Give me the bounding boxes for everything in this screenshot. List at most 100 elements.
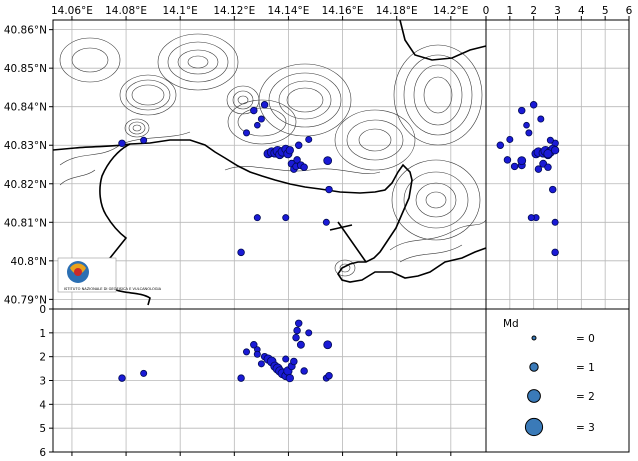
magnitude-legend: Md = 0 = 1 = 2 = 3	[485, 308, 630, 453]
map-event-marker	[242, 129, 250, 137]
depth-latitude-events	[496, 101, 560, 257]
lat-tick-label: 40.83°N	[4, 140, 47, 152]
depth-tick-label: 1	[506, 5, 513, 17]
depth-latitude-tick-labels: 0 1 2 3 4 5 6	[483, 5, 633, 20]
map-event-marker	[140, 136, 148, 144]
depth-latitude-event-marker	[550, 146, 560, 155]
lon-tick-label: 14.14°E	[267, 5, 309, 17]
depth-longitude-grid	[53, 308, 486, 453]
lon-tick-label: 14.2°E	[433, 5, 468, 17]
map-event-marker	[293, 156, 301, 164]
depth-tick-label: 4	[578, 5, 585, 17]
pier	[337, 221, 367, 263]
latitude-tick-labels: 40.86°N 40.85°N 40.84°N 40.83°N 40.82°N 40.81…	[4, 25, 53, 306]
map-event-marker	[118, 139, 126, 148]
depth-longitude-event-marker	[237, 374, 245, 382]
lon-tick-label: 14.12°E	[213, 5, 255, 17]
map-event-marker	[322, 218, 330, 226]
lon-tick-label: 14.06°E	[51, 5, 93, 17]
depth-tick-label: 6	[626, 5, 633, 17]
coastline	[52, 139, 487, 283]
lat-tick-label: 40.86°N	[4, 25, 47, 37]
depth-latitude-event-marker	[537, 115, 545, 123]
depth-tick-label: 1	[39, 328, 46, 340]
logo-caption: ISTITUTO NAZIONALE DI GEOFISICA E VULCAN…	[64, 287, 162, 291]
legend-items: = 0 = 1 = 2 = 3	[524, 333, 595, 437]
map-event-marker	[300, 163, 308, 171]
ingv-logo: ISTITUTO NAZIONALE DI GEOFISICA E VULCAN…	[57, 257, 162, 293]
depth-tick-label: 0	[39, 304, 46, 316]
depth-latitude-event-marker	[534, 165, 543, 173]
depth-tick-label: 3	[554, 5, 561, 17]
depth-latitude-event-marker	[503, 156, 512, 164]
depth-longitude-event-marker	[296, 340, 305, 349]
legend-marker	[527, 389, 541, 403]
depth-longitude-event-marker	[293, 326, 301, 335]
lon-tick-label: 14.16°E	[322, 5, 364, 17]
depth-latitude-event-marker	[546, 136, 554, 144]
legend-label: = 0	[576, 333, 595, 345]
legend-label: = 2	[576, 391, 595, 403]
depth-longitude-event-marker	[292, 333, 300, 342]
map-event-marker	[325, 185, 333, 194]
lon-tick-label: 14.1°E	[163, 5, 198, 17]
map-panel: ISTITUTO NAZIONALE DI GEOFISICA E VULCAN…	[4, 5, 487, 310]
depth-latitude-event-marker	[543, 149, 553, 159]
map-event-marker	[323, 156, 333, 166]
lon-tick-label: 14.18°E	[376, 5, 418, 17]
depth-tick-label: 3	[39, 376, 46, 388]
coastline-west	[90, 143, 151, 306]
map-event-marker	[237, 248, 245, 257]
depth-longitude-event-marker	[282, 355, 290, 363]
depth-latitude-panel: 0 1 2 3 4 5 6	[483, 5, 633, 310]
depth-longitude-event-marker	[242, 348, 250, 356]
longitude-tick-labels: 14.06°E 14.08°E 14.1°E 14.12°E 14.14°E 14.16°…	[51, 5, 468, 20]
legend-marker	[524, 417, 544, 437]
depth-latitude-event-marker	[544, 163, 552, 171]
depth-longitude-event-marker	[323, 340, 333, 350]
depth-latitude-event-marker	[510, 162, 519, 171]
map-event-marker	[250, 106, 258, 115]
map-event-marker	[305, 135, 313, 143]
depth-tick-label: 2	[530, 5, 537, 17]
legend-title: Md	[503, 318, 519, 330]
map-event-marker	[282, 214, 290, 222]
depth-latitude-event-marker	[551, 248, 559, 257]
depth-latitude-event-marker	[523, 121, 530, 129]
depth-tick-label: 0	[483, 5, 490, 17]
depth-latitude-event-marker	[518, 106, 526, 115]
map-event-marker	[295, 141, 303, 149]
map-event-marker	[285, 146, 294, 155]
depth-tick-label: 6	[39, 447, 46, 459]
depth-longitude-event-marker	[305, 329, 313, 337]
depth-latitude-event-marker	[551, 218, 559, 226]
depth-longitude-event-marker	[325, 372, 333, 380]
map-events	[118, 101, 333, 257]
map-event-marker	[257, 115, 265, 123]
depth-tick-label: 2	[39, 352, 46, 364]
depth-latitude-event-marker	[525, 129, 533, 137]
lat-tick-label: 40.81°N	[4, 217, 47, 229]
pier-2	[329, 224, 353, 231]
depth-latitude-event-marker	[527, 214, 535, 222]
depth-tick-label: 4	[39, 399, 46, 411]
lat-tick-label: 40.82°N	[4, 179, 47, 191]
depth-tick-label: 5	[602, 5, 609, 17]
depth-latitude-event-marker	[517, 156, 527, 166]
lon-tick-label: 14.08°E	[105, 5, 147, 17]
depth-longitude-events	[118, 319, 333, 383]
map-background	[53, 20, 486, 309]
legend-frame	[485, 308, 630, 453]
depth-longitude-event-marker	[253, 350, 261, 358]
depth-longitude-event-marker	[290, 357, 298, 366]
relief-contours	[59, 33, 487, 291]
depth-longitude-event-marker	[257, 360, 265, 368]
depth-longitude-event-marker	[285, 373, 294, 383]
depth-longitude-event-marker	[140, 369, 148, 377]
depth-longitude-event-marker	[250, 341, 258, 349]
depth-longitude-event-marker	[295, 319, 303, 328]
legend-marker	[529, 362, 539, 372]
map-event-marker	[253, 214, 261, 222]
depth-longitude-panel: 0 1 2 3 4 5 6	[39, 304, 487, 459]
